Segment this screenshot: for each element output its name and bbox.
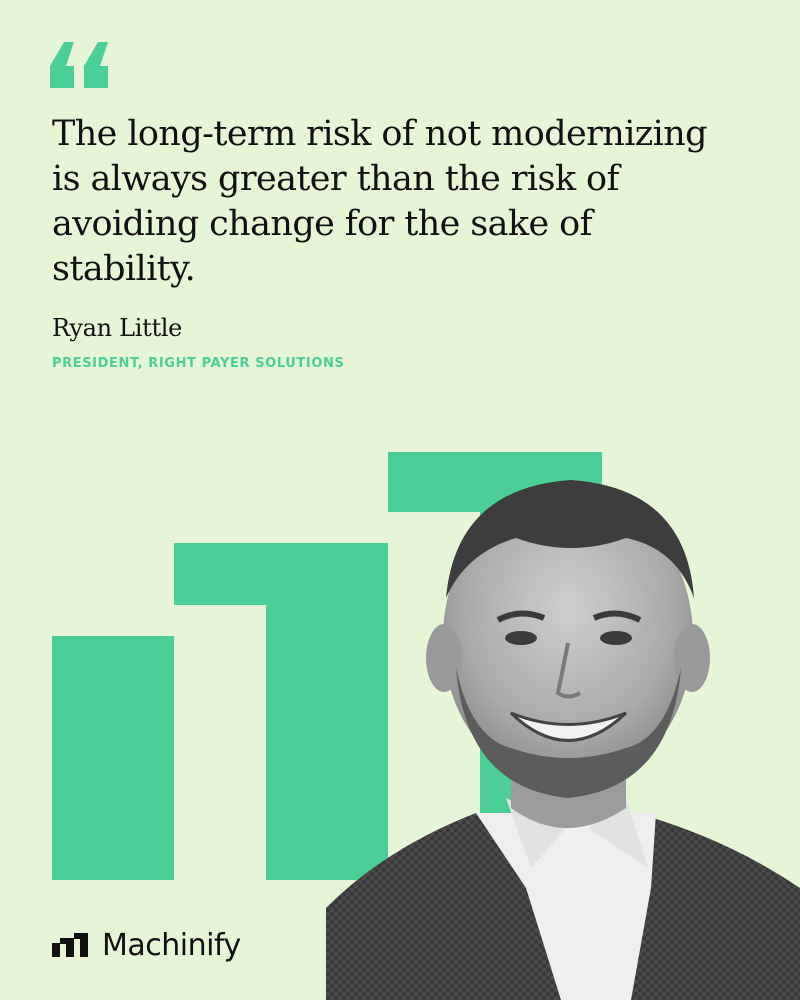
author-name: Ryan Little bbox=[52, 314, 183, 342]
portrait-photo bbox=[326, 480, 800, 1000]
quote-text: The long-term risk of not modernizing is… bbox=[52, 112, 752, 292]
decorative-bar-left bbox=[52, 636, 174, 880]
machinify-logo-icon bbox=[52, 933, 88, 957]
brand-name: Machinify bbox=[102, 927, 241, 963]
quote-line: The long-term risk of not modernizing bbox=[52, 114, 708, 154]
quote-mark-icon bbox=[50, 42, 108, 88]
quote-line: stability. bbox=[52, 249, 196, 289]
decorative-bar-middle-top bbox=[174, 543, 388, 605]
brand-logo: Machinify bbox=[52, 925, 241, 965]
decorative-bar-middle-stem bbox=[266, 605, 388, 880]
author-title: PRESIDENT, RIGHT PAYER SOLUTIONS bbox=[52, 356, 345, 371]
quote-line: avoiding change for the sake of bbox=[52, 204, 593, 244]
quote-line: is always greater than the risk of bbox=[52, 159, 619, 199]
